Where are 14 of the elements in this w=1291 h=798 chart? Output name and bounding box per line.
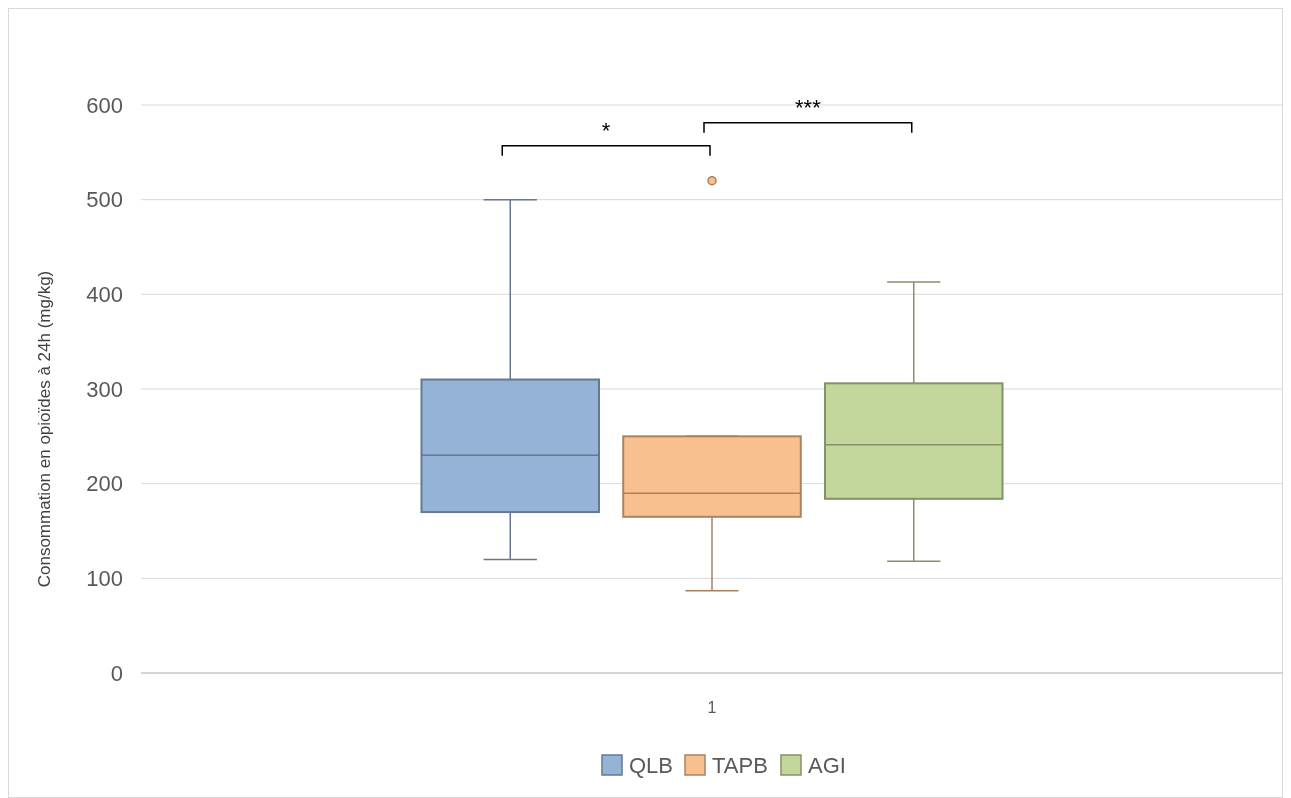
y-tick-label: 500: [86, 187, 123, 213]
y-tick-label: 0: [110, 660, 123, 686]
legend-label: AGI: [808, 752, 846, 778]
y-axis-title: Consommation en opioïdes à 24h (mg/kg): [35, 270, 54, 588]
annotation: *: [601, 117, 611, 143]
annotation: ***: [795, 94, 822, 120]
y-tick-label: 100: [86, 566, 123, 592]
y-tick-label: 200: [86, 471, 123, 497]
y-tick-label: 300: [86, 376, 123, 402]
x-tick-label: 1: [707, 699, 717, 716]
y-tick-label: 600: [86, 92, 123, 118]
legend-label: QLB: [629, 752, 674, 778]
legend-label: TAPB: [712, 752, 768, 778]
y-tick-label: 400: [86, 282, 123, 308]
